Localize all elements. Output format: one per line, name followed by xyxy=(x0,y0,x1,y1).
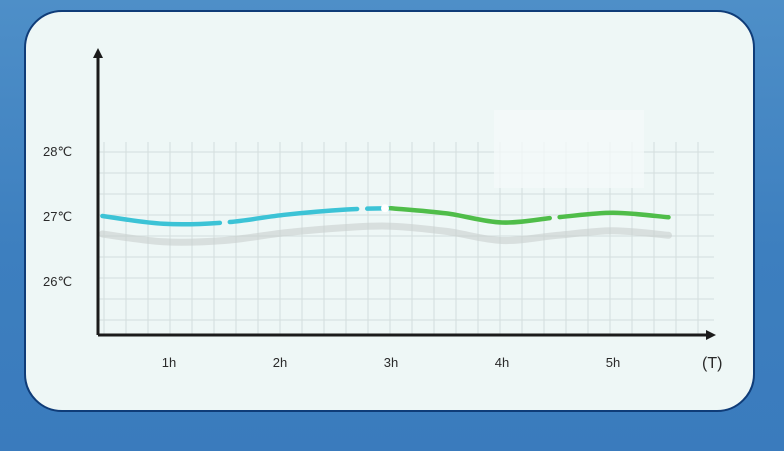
y-tick-label: 27℃ xyxy=(43,209,72,224)
x-tick-label: 3h xyxy=(384,355,398,370)
grid-highlight-area xyxy=(494,110,644,188)
line-shadow xyxy=(98,222,672,246)
chart-series xyxy=(100,204,671,227)
y-axis-arrow xyxy=(93,48,103,58)
y-tick-label: 26℃ xyxy=(43,274,72,289)
x-axis-unit-label: (T) xyxy=(702,355,722,372)
x-tick-label: 4h xyxy=(495,355,509,370)
series-shadow xyxy=(98,222,672,246)
chart-card: 1h 2h 3h 4h 5h 26℃ 27℃ 28℃ (T) xyxy=(24,10,755,412)
y-tick-label: 28℃ xyxy=(43,144,72,159)
chart-grid xyxy=(98,110,714,335)
x-tick-label: 5h xyxy=(606,355,620,370)
series-line-1 xyxy=(100,205,394,227)
chart-labels: 1h 2h 3h 4h 5h 26℃ 27℃ 28℃ (T) xyxy=(43,144,722,372)
x-tick-label: 1h xyxy=(162,355,176,370)
series-joint-glint xyxy=(381,204,389,213)
x-tick-label: 2h xyxy=(273,355,287,370)
temperature-chart: 1h 2h 3h 4h 5h 26℃ 27℃ 28℃ (T) xyxy=(43,48,722,372)
chart-axes xyxy=(93,48,716,340)
series-line-2 xyxy=(388,205,671,225)
x-axis-arrow xyxy=(706,330,716,340)
